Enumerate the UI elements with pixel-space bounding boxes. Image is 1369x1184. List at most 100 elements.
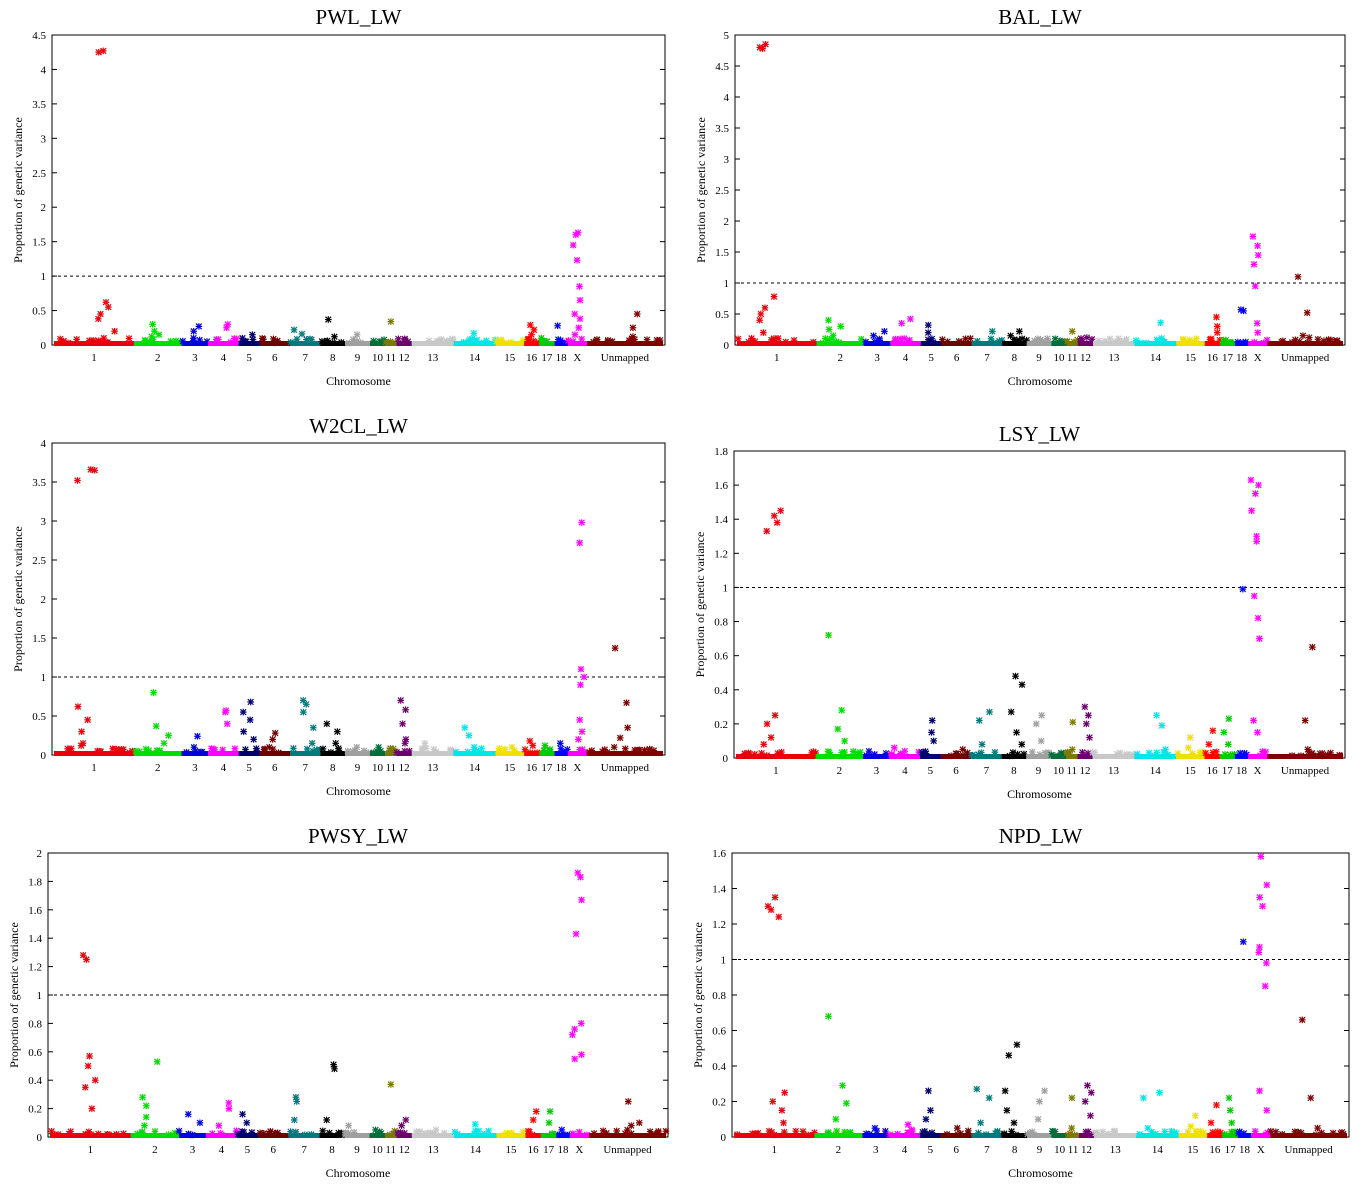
y-tick-label: 0 <box>41 750 47 762</box>
baseline-point <box>187 1131 194 1139</box>
data-point <box>78 728 85 735</box>
y-tick-label: 1.5 <box>715 247 729 259</box>
data-point <box>1254 251 1262 259</box>
data-point <box>577 1020 585 1027</box>
data-point <box>370 337 377 345</box>
y-tick-label: 0 <box>724 340 730 352</box>
chromosome-label: Unmapped <box>1285 1144 1334 1156</box>
data-point <box>524 336 532 343</box>
data-point <box>508 1129 515 1137</box>
data-point <box>1032 720 1040 728</box>
chromosome-9-points <box>1024 1087 1052 1138</box>
data-point <box>291 1116 298 1124</box>
data-point <box>1303 309 1311 317</box>
chromosome-label: 9 <box>1036 765 1042 777</box>
chromosome-label: Unmapped <box>601 352 650 364</box>
data-point <box>985 1094 993 1102</box>
baseline-band <box>889 1133 920 1138</box>
baseline-point <box>1123 336 1130 343</box>
chromosome-label: 1 <box>91 352 97 364</box>
y-tick-label: 0.5 <box>32 306 46 318</box>
baseline-point <box>561 1131 569 1139</box>
data-point <box>401 740 409 747</box>
baseline-point <box>1189 750 1196 757</box>
baseline-band <box>1267 754 1343 759</box>
chromosome-label: 3 <box>190 1144 196 1156</box>
data-point <box>1013 729 1020 736</box>
chromosome-label: 3 <box>192 762 198 774</box>
baseline-point <box>1209 1129 1217 1136</box>
data-point <box>1041 1087 1048 1095</box>
chromosome-label: 2 <box>836 1144 842 1156</box>
chromosome-label: 1 <box>774 352 780 364</box>
chromosome-label: 6 <box>271 1144 277 1156</box>
chromosome-label: 5 <box>928 1144 934 1156</box>
baseline-point <box>548 1131 556 1139</box>
baseline-point <box>1104 1130 1112 1138</box>
chromosome-label: 9 <box>355 352 361 364</box>
baseline-point <box>957 1130 965 1137</box>
chromosome-label: 12 <box>1081 1144 1092 1156</box>
baseline-band <box>586 751 663 756</box>
baseline-point <box>792 1127 800 1135</box>
baseline-point <box>656 336 664 344</box>
data-point <box>1225 715 1233 723</box>
data-point <box>402 1116 410 1124</box>
data-point <box>1249 233 1257 240</box>
data-point <box>760 329 767 336</box>
data-point <box>141 1122 148 1129</box>
baseline-point <box>82 1130 89 1138</box>
data-point <box>142 1102 150 1110</box>
baseline-point <box>751 750 759 758</box>
baseline-point <box>464 748 472 756</box>
data-point <box>1069 718 1077 726</box>
baseline-point <box>290 745 297 752</box>
data-point <box>1253 320 1261 327</box>
baseline-point <box>944 338 951 345</box>
baseline-point <box>172 337 180 345</box>
data-point <box>930 737 937 745</box>
y-tick-label: 0 <box>41 340 47 352</box>
baseline-point <box>1136 1130 1144 1138</box>
chromosome-label: 16 <box>526 352 538 364</box>
data-point <box>421 740 429 747</box>
chromosome-6-points <box>939 335 974 346</box>
data-point <box>577 681 584 689</box>
data-point <box>1305 334 1313 341</box>
y-tick-label: 1.2 <box>28 962 42 974</box>
chromosome-3-points <box>863 747 890 759</box>
y-tick-label: 1.2 <box>714 548 728 560</box>
baseline-point <box>646 745 653 753</box>
chromosome-17-points <box>1221 1094 1239 1138</box>
data-point <box>1256 894 1264 901</box>
chromosome-6-points <box>258 335 290 347</box>
baseline-point <box>443 337 450 345</box>
data-point <box>250 736 257 743</box>
y-tick-label: 3.5 <box>715 123 729 135</box>
data-point <box>578 728 586 735</box>
data-point <box>100 334 108 342</box>
baseline-point <box>1174 750 1182 757</box>
baseline-point <box>1221 1130 1228 1138</box>
baseline-point <box>85 1128 93 1136</box>
data-point <box>576 283 583 290</box>
data-point <box>1051 1128 1059 1135</box>
data-point <box>767 906 775 914</box>
data-point <box>79 951 87 959</box>
baseline-point <box>1278 1130 1286 1138</box>
chromosome-label: X <box>575 1144 583 1156</box>
baseline-point <box>886 1131 894 1138</box>
data-point <box>571 310 579 318</box>
chromosome-label: 15 <box>1185 352 1197 364</box>
baseline-band <box>208 751 239 756</box>
data-point <box>1153 712 1160 719</box>
data-point <box>508 743 516 751</box>
data-point <box>334 728 341 735</box>
baseline-point <box>1164 751 1172 759</box>
chromosome-Unmapped-points <box>1267 273 1343 347</box>
baseline-point <box>1142 339 1150 347</box>
chromosome-1-points <box>54 47 134 347</box>
chromosome-label: 17 <box>1222 352 1234 364</box>
baseline-point <box>769 339 777 346</box>
baseline-point <box>231 745 239 752</box>
